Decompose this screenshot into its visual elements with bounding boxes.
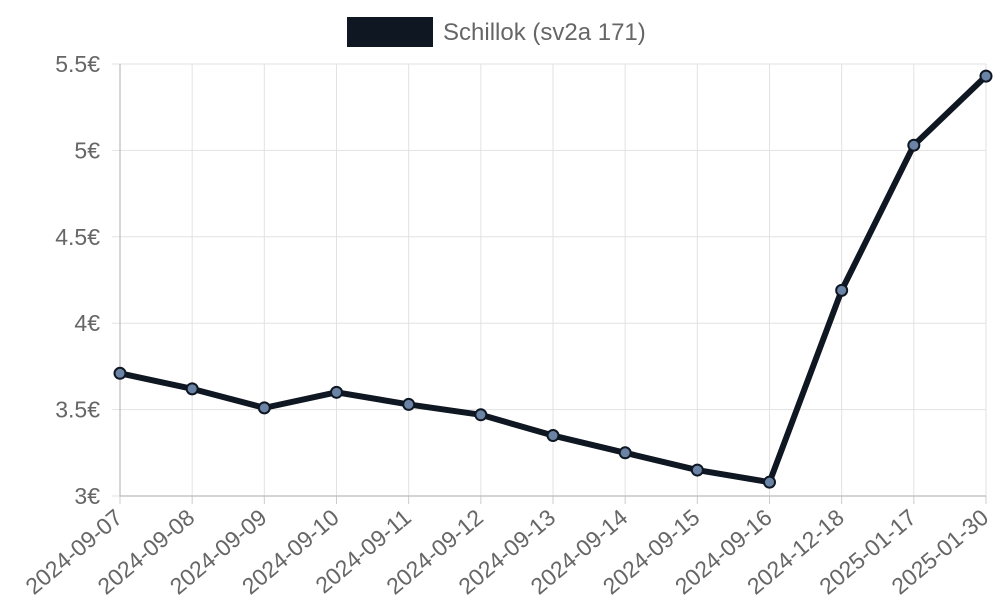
legend-label: Schillok (sv2a 171)	[443, 19, 646, 46]
axes	[119, 64, 986, 497]
y-axis-tick-labels: 3€ 3.5€ 4€ 4.5€ 5€ 5.5€	[55, 51, 100, 509]
data-point[interactable]	[979, 69, 993, 83]
legend-swatch	[347, 17, 433, 47]
y-tick-label: 5.5€	[55, 51, 100, 77]
grid	[112, 63, 987, 504]
y-tick-label: 4€	[74, 310, 100, 336]
data-point[interactable]	[402, 397, 416, 411]
data-point[interactable]	[546, 429, 560, 443]
legend[interactable]: Schillok (sv2a 171)	[347, 17, 646, 47]
data-point[interactable]	[113, 366, 127, 380]
data-point[interactable]	[185, 382, 199, 396]
y-tick-label: 5€	[74, 137, 100, 163]
y-tick-label: 3.5€	[55, 397, 100, 423]
data-points	[113, 69, 993, 489]
y-tick-label: 3€	[74, 483, 100, 509]
data-point[interactable]	[690, 463, 704, 477]
y-tick-label: 4.5€	[55, 224, 100, 250]
x-axis-tick-labels: 2024-09-072024-09-082024-09-092024-09-10…	[20, 504, 993, 600]
data-point[interactable]	[907, 138, 921, 152]
data-point[interactable]	[330, 385, 343, 399]
data-point[interactable]	[618, 446, 632, 460]
data-point[interactable]	[763, 475, 776, 489]
data-point[interactable]	[257, 401, 271, 415]
data-point[interactable]	[474, 408, 488, 422]
data-point[interactable]	[835, 283, 849, 297]
